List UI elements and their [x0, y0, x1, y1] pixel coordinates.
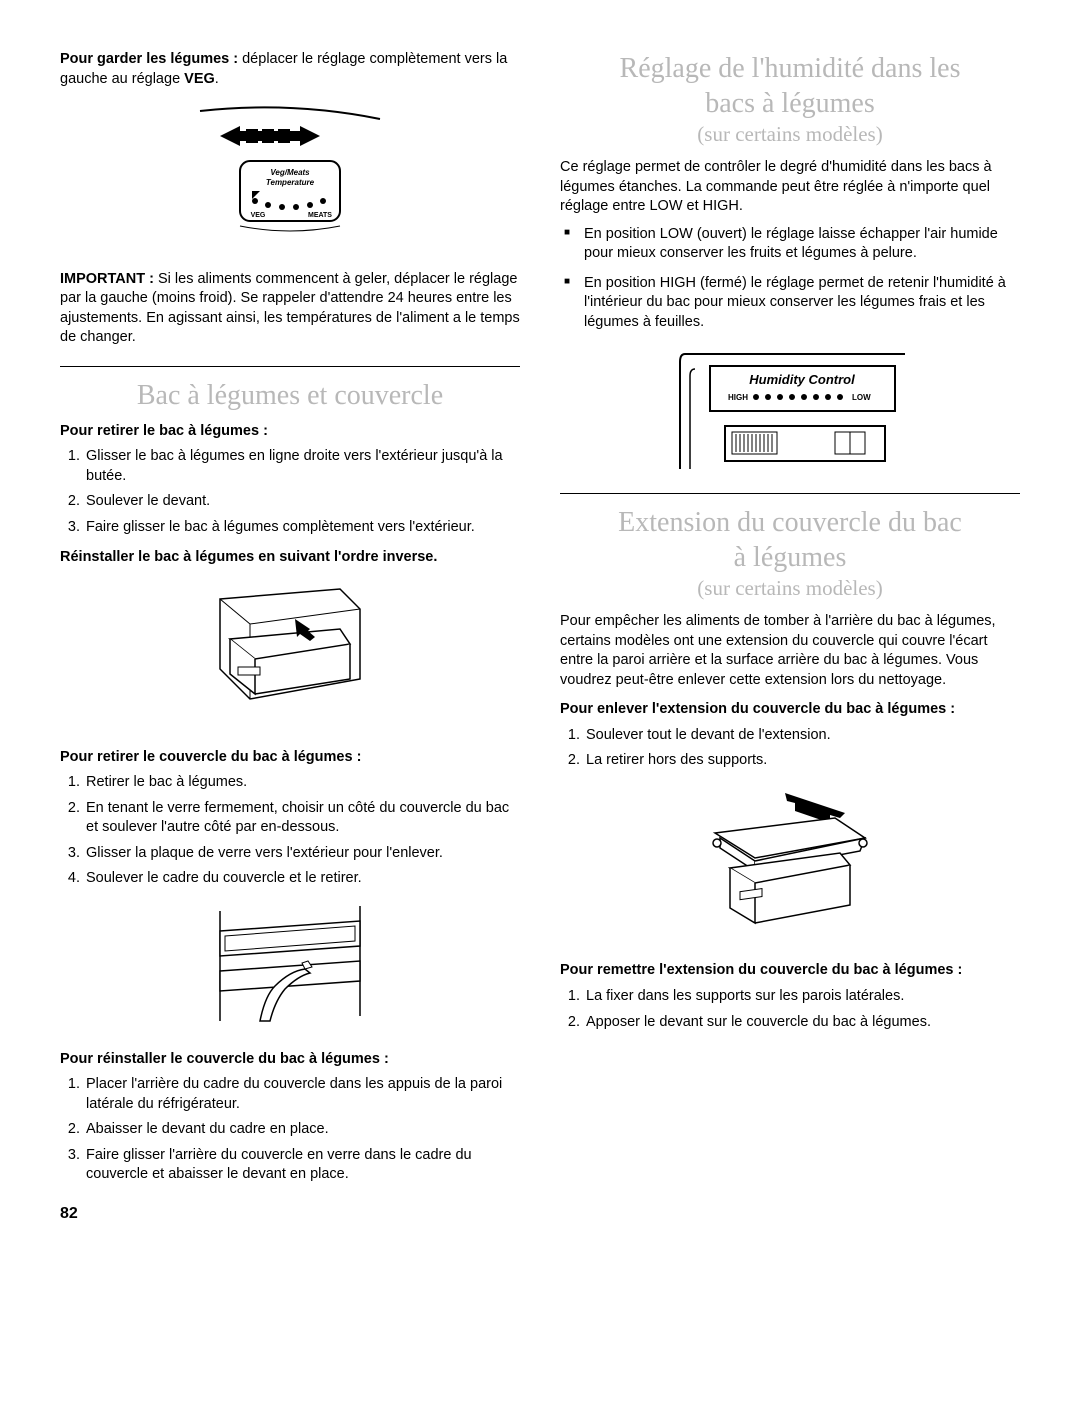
sub4-list: Placer l'arrière du cadre du couvercle d… [60, 1075, 520, 1185]
extension-illustration [695, 783, 885, 943]
dial-label1: Veg/Meats [270, 168, 310, 177]
sub1-heading: Pour retirer le bac à légumes : [60, 422, 520, 442]
intro-paragraph: Pour garder les légumes : déplacer le ré… [60, 50, 520, 89]
list-item: En tenant le verre fermement, choisir un… [84, 799, 520, 838]
sub6-list: La fixer dans les supports sur les paroi… [560, 987, 1020, 1032]
section3-para: Pour empêcher les aliments de tomber à l… [560, 612, 1020, 690]
humidity-illustration: Humidity Control HIGH LOW [670, 344, 910, 474]
list-item: Glisser la plaque de verre vers l'extéri… [84, 844, 520, 864]
divider [560, 493, 1020, 494]
drawer-illustration-1 [200, 579, 380, 729]
section3-sub: (sur certains modèles) [560, 574, 1020, 602]
sub5-list: Soulever tout le devant de l'extension. … [560, 726, 1020, 771]
list-item: La retirer hors des supports. [584, 751, 1020, 771]
right-column: Réglage de l'humidité dans les bacs à lé… [560, 50, 1020, 1225]
section2-sub: (sur certains modèles) [560, 120, 1020, 148]
sub4-heading: Pour réinstaller le couvercle du bac à l… [60, 1050, 520, 1070]
important-label: IMPORTANT : [60, 271, 154, 287]
divider [60, 366, 520, 367]
page-number: 82 [60, 1203, 520, 1225]
dial-illustration: Veg/Meats Temperature VEG MEATS [190, 101, 390, 251]
section2-para: Ce réglage permet de contrôler le degré … [560, 158, 1020, 217]
sub1-list: Glisser le bac à légumes en ligne droite… [60, 447, 520, 537]
section1-title: Bac à légumes et couvercle [60, 381, 520, 412]
list-item: Faire glisser le bac à légumes complètem… [84, 518, 520, 538]
dial-right: MEATS [308, 212, 332, 219]
list-item: Soulever le devant. [84, 492, 520, 512]
sub5-heading: Pour enlever l'extension du couvercle du… [560, 700, 1020, 720]
list-item: En position HIGH (fermé) le réglage perm… [560, 274, 1020, 333]
cover-illustration [190, 901, 390, 1031]
section2-title-l1: Réglage de l'humidité dans les [560, 54, 1020, 85]
left-column: Pour garder les légumes : déplacer le ré… [60, 50, 520, 1225]
two-column-layout: Pour garder les légumes : déplacer le ré… [60, 50, 1020, 1225]
drawer-figure-1 [60, 579, 520, 736]
list-item: Glisser le bac à légumes en ligne droite… [84, 447, 520, 486]
intro-veg: VEG [184, 71, 215, 87]
section2-title-l2: bacs à légumes [560, 89, 1020, 120]
list-item: Soulever tout le devant de l'extension. [584, 726, 1020, 746]
list-item: Retirer le bac à légumes. [84, 773, 520, 793]
humidity-high: HIGH [728, 393, 748, 402]
list-item: Abaisser le devant du cadre en place. [84, 1120, 520, 1140]
list-item: Placer l'arrière du cadre du couvercle d… [84, 1075, 520, 1114]
important-paragraph: IMPORTANT : Si les aliments commencent à… [60, 270, 520, 348]
dial-figure: Veg/Meats Temperature VEG MEATS [60, 101, 520, 258]
section2-bullets: En position LOW (ouvert) le réglage lais… [560, 225, 1020, 333]
list-item: Faire glisser l'arrière du couvercle en … [84, 1146, 520, 1185]
cover-figure [60, 901, 520, 1038]
list-item: Apposer le devant sur le couvercle du ba… [584, 1013, 1020, 1033]
extension-figure [560, 783, 1020, 950]
sub3-heading: Pour retirer le couvercle du bac à légum… [60, 748, 520, 768]
list-item: En position LOW (ouvert) le réglage lais… [560, 225, 1020, 264]
sub2-heading: Réinstaller le bac à légumes en suivant … [60, 548, 520, 568]
dial-label2: Temperature [266, 178, 315, 187]
sub6-heading: Pour remettre l'extension du couvercle d… [560, 961, 1020, 981]
list-item: Soulever le cadre du couvercle et le ret… [84, 869, 520, 889]
dial-left: VEG [251, 212, 266, 219]
list-item: La fixer dans les supports sur les paroi… [584, 987, 1020, 1007]
intro-bold: Pour garder les légumes : [60, 51, 238, 67]
sub3-list: Retirer le bac à légumes. En tenant le v… [60, 773, 520, 889]
intro-period: . [215, 71, 219, 87]
section3-title-l2: à légumes [560, 543, 1020, 574]
humidity-low: LOW [852, 393, 871, 402]
humidity-figure: Humidity Control HIGH LOW [560, 344, 1020, 481]
humidity-title: Humidity Control [749, 372, 855, 387]
section3-title-l1: Extension du couvercle du bac [560, 508, 1020, 539]
